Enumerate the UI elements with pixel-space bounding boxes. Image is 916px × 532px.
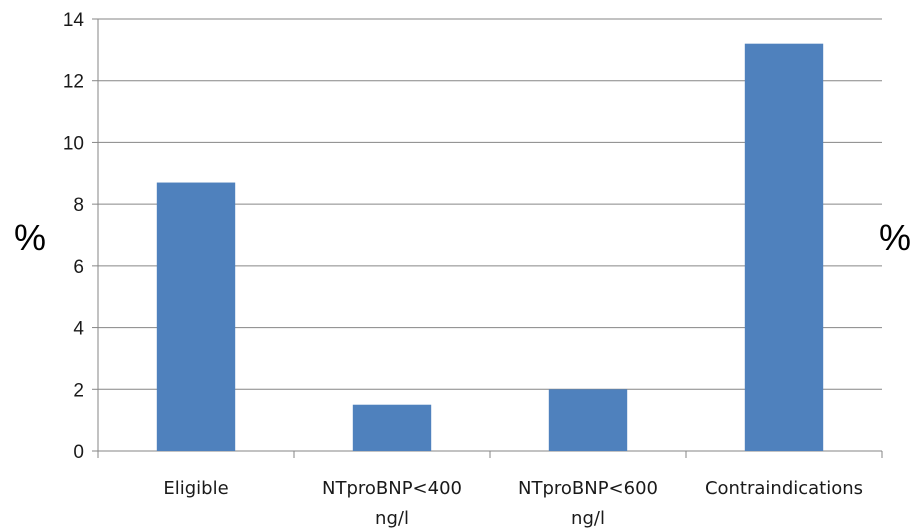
y-tick-label: 8	[73, 195, 84, 216]
x-category-label-line: ng/l	[571, 508, 605, 529]
y-tick-label: 2	[73, 380, 84, 401]
x-category-label-line: Contraindications	[705, 478, 863, 499]
y-tick-label: 10	[63, 133, 84, 154]
x-category-label-line: NTproBNP<600	[518, 478, 658, 499]
y-tick-label: 0	[73, 442, 84, 463]
x-category-label-line: Eligible	[163, 478, 228, 499]
y-tick-label: 12	[63, 72, 84, 93]
y-tick-label: 4	[73, 319, 84, 340]
y-tick-label: 6	[73, 257, 84, 278]
bar-4	[744, 43, 824, 451]
x-category-labels: Eligible NTproBNP<400 ng/l NTproBNP<600 ng/l…	[163, 478, 863, 529]
bar-3	[548, 389, 628, 451]
y-axis-label-left: %	[14, 217, 46, 258]
x-category-label-line: ng/l	[375, 508, 409, 529]
bar-1	[156, 182, 236, 452]
y-axis-label-right: %	[879, 217, 911, 258]
y-tick-labels: 0 2 4 6 8 10 12 14	[63, 10, 85, 463]
y-tick-label: 14	[63, 10, 85, 31]
x-category-label: NTproBNP<400 ng/l	[322, 478, 462, 529]
x-category-label: NTproBNP<600 ng/l	[518, 478, 658, 529]
x-category-label: Contraindications	[705, 478, 863, 499]
bars	[156, 43, 824, 452]
x-category-label-line: NTproBNP<400	[322, 478, 462, 499]
x-category-label: Eligible	[163, 478, 228, 499]
bar-2	[352, 404, 432, 451]
